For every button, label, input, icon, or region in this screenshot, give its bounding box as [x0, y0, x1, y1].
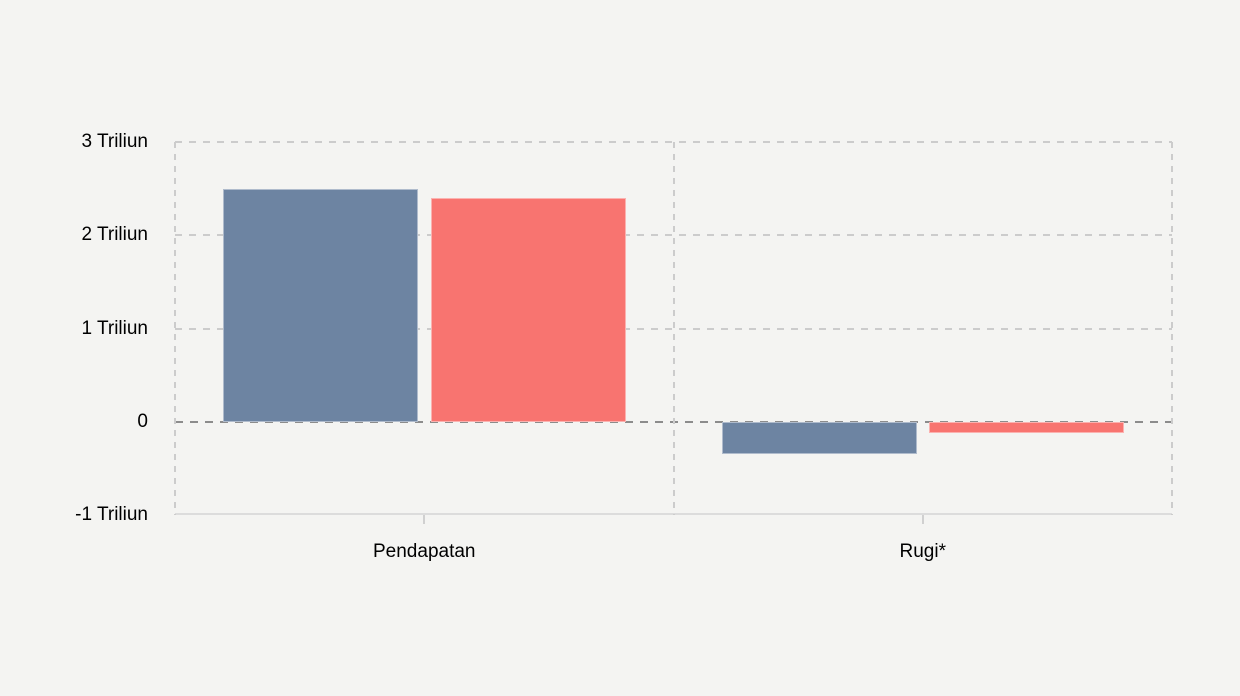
bar-pendapatan-series-1 [223, 188, 419, 422]
bar-pendapatan-series-2 [430, 197, 626, 422]
x-tick-rugi [921, 515, 924, 524]
y-tick-label-2: 2 Triliun [81, 224, 148, 246]
gridline-v-2 [1171, 142, 1173, 515]
y-tick-label--1: -1 Triliun [75, 504, 148, 525]
gridline-v-1 [672, 142, 675, 515]
plot-area [174, 141, 1173, 515]
x-label-rugi: Rugi* [899, 541, 946, 562]
x-label-pendapatan: Pendapatan [373, 541, 476, 562]
bar-rugi-series-1 [721, 421, 917, 455]
gridline-v-0 [174, 142, 176, 515]
y-tick-label-1: 1 Triliun [81, 317, 148, 339]
bar-rugi-series-2 [929, 421, 1125, 433]
y-tick-label-0: 0 [137, 410, 148, 432]
y-tick-label-3: 3 Triliun [81, 131, 148, 152]
x-tick-pendapatan [423, 515, 426, 524]
